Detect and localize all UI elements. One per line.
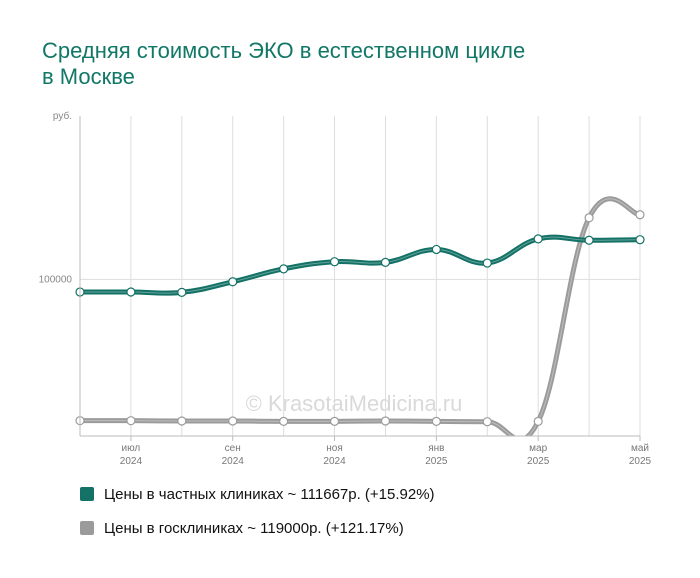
y-tick-label: 100000 [39,274,73,285]
data-point-public [482,417,492,427]
data-point-public [279,416,289,426]
chart-title-line-1: Средняя стоимость ЭКО в естественном цик… [42,38,526,63]
series-line-private [80,234,643,296]
grid [79,116,641,436]
data-point-private [635,235,645,245]
data-point-private [533,234,543,244]
data-point-public [584,213,594,223]
data-point-private [584,235,594,245]
x-tick-label-year: 2024 [323,456,346,467]
y-axis-label: руб. [53,110,72,122]
x-tick-label-month: июл [122,443,141,454]
data-point-public [380,416,391,426]
x-tick-label-year: 2025 [527,456,550,467]
data-point-private [431,244,441,255]
watermark: © KrasotaiMedicina.ru [246,391,463,416]
x-tick-label-month: мар [529,443,547,454]
series [75,196,645,436]
x-tick-label-year: 2024 [120,456,143,467]
chart-title-line-2: в Москве [42,64,135,89]
data-point-public [228,416,238,426]
x-tick-label-month: май [631,443,649,454]
data-point-private [126,287,136,297]
legend-item-public[interactable]: Цены в госклиниках ~ 119000р. (+121.17%) [80,518,435,538]
x-tick-label-month: ноя [326,443,343,454]
data-point-private [482,258,492,268]
x-tick-label-year: 2025 [629,456,652,467]
x-tick-label-month: сен [225,443,241,454]
axes: 100000 руб. июл 2024 сен 2024 ноя 2024 янв 2025 ма… [39,110,652,467]
x-tick-label-month: янв [428,443,444,454]
data-point-private [279,264,289,274]
x-tick-label-year: 2024 [222,456,245,467]
data-point-private [329,257,340,267]
data-point-private [228,277,238,287]
data-point-public [329,416,340,426]
data-point-public [126,416,136,426]
data-point-public [533,416,543,426]
data-point-private [380,257,391,267]
legend-swatch-private [80,487,94,501]
legend-label-public: Цены в госклиниках ~ 119000р. (+121.17%) [104,519,404,537]
data-point-private [177,287,187,297]
series-line-highlight [80,236,641,294]
legend-label-private: Цены в частных клиниках ~ 111667р. (+15.… [104,485,435,503]
legend-item-private[interactable]: Цены в частных клиниках ~ 111667р. (+15.… [80,484,435,504]
data-point-public [177,416,187,426]
x-tick-label-year: 2025 [425,456,448,467]
data-point-public [431,416,441,426]
data-point-public [635,210,645,220]
chart-title: Средняя стоимость ЭКО в естественном цик… [42,38,662,90]
legend-swatch-public [80,521,94,535]
series-private [80,234,643,296]
legend: Цены в частных клиниках ~ 111667р. (+15.… [80,484,435,552]
